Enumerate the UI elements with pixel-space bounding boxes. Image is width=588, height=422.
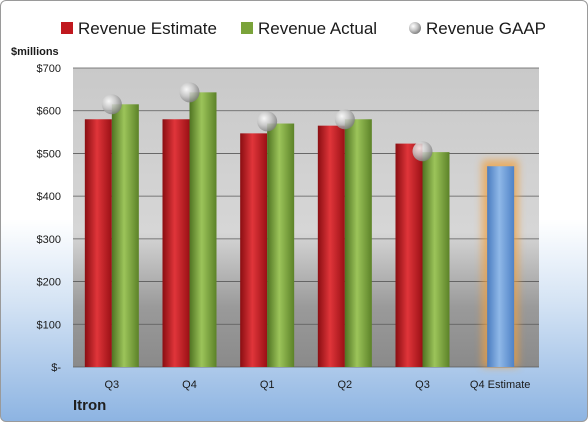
marker-revenue-gaap xyxy=(412,141,433,162)
y-axis-unit: $millions xyxy=(11,46,59,58)
bar-revenue-actual xyxy=(344,119,372,367)
y-tick-label: $500 xyxy=(37,148,61,160)
x-category-label: Q3 xyxy=(415,379,430,391)
bar-q4-estimate xyxy=(487,166,515,367)
bar-revenue-estimate xyxy=(395,143,423,367)
legend-swatch-revenue-gaap xyxy=(409,22,421,34)
bar-revenue-actual xyxy=(111,104,139,368)
bar-revenue-actual xyxy=(267,123,295,368)
x-category-label: Q2 xyxy=(337,379,352,391)
y-axis-ticks: $- $100 $200 $300 $400 $500 $600 $700 xyxy=(37,63,62,374)
marker-revenue-gaap xyxy=(179,82,200,103)
bar-revenue-actual xyxy=(422,152,450,367)
y-tick-label: $300 xyxy=(37,234,61,246)
legend-swatch xyxy=(241,22,253,34)
legend-label: Revenue GAAP xyxy=(426,19,546,38)
company-name: Itron xyxy=(73,397,107,414)
y-tick-label: $600 xyxy=(37,106,61,118)
bar-revenue-estimate xyxy=(84,119,112,367)
legend-swatch xyxy=(61,22,73,34)
bar-revenue-actual xyxy=(189,92,217,368)
legend-label: Revenue Actual xyxy=(258,19,377,38)
x-category-label: Q4 xyxy=(182,379,197,391)
gridlines xyxy=(73,67,539,368)
legend-label: Revenue Estimate xyxy=(78,19,217,38)
bar-revenue-estimate xyxy=(240,133,268,367)
y-tick-label: $200 xyxy=(37,277,61,289)
bars xyxy=(84,82,519,368)
legend: Revenue Estimate Revenue Actual Revenue GA… xyxy=(61,19,546,38)
y-tick-label: $- xyxy=(51,362,61,374)
y-tick-label: $700 xyxy=(37,63,61,75)
x-category-label: Q3 xyxy=(104,379,119,391)
bar-revenue-estimate xyxy=(317,125,345,368)
x-axis-categories: Q3 Q4 Q1 Q2 Q3 Q4 Estimate xyxy=(104,379,530,391)
x-category-label: Q1 xyxy=(260,379,275,391)
bar-revenue-estimate xyxy=(162,119,190,367)
plot-area xyxy=(73,68,539,367)
marker-revenue-gaap xyxy=(257,111,278,132)
x-category-label: Q4 Estimate xyxy=(470,379,531,391)
marker-revenue-gaap xyxy=(334,109,355,130)
y-tick-label: $400 xyxy=(37,191,61,203)
y-tick-label: $100 xyxy=(37,319,61,331)
marker-revenue-gaap xyxy=(101,94,122,115)
